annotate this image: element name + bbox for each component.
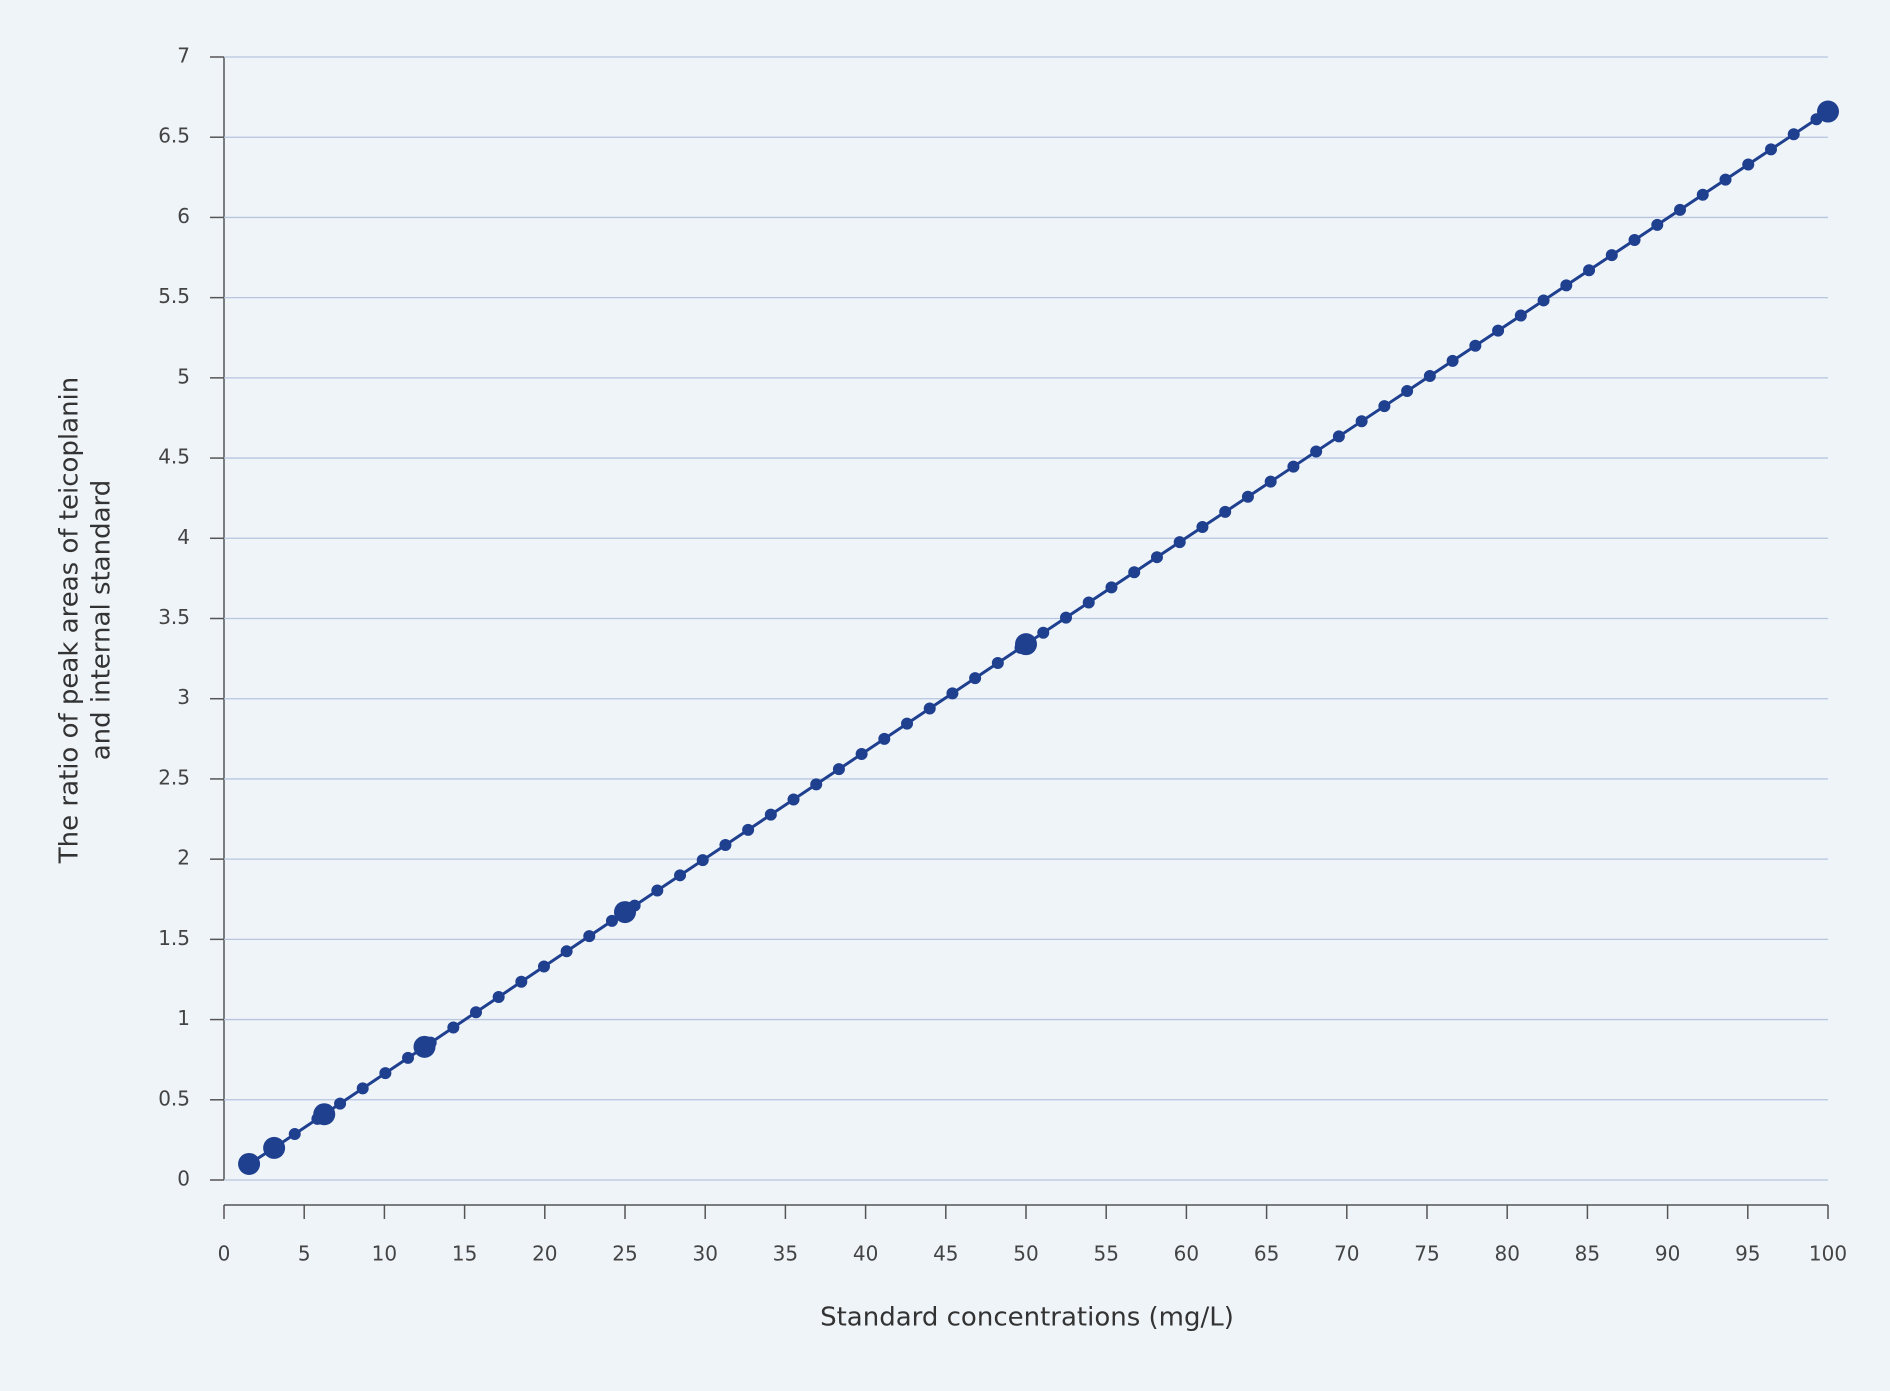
y-tick-label: 6 xyxy=(177,204,190,228)
x-tick-label: 50 xyxy=(1013,1242,1038,1266)
x-tick-label: 55 xyxy=(1093,1242,1118,1266)
x-tick-label: 15 xyxy=(452,1242,477,1266)
x-tick-label: 65 xyxy=(1254,1242,1279,1266)
y-tick-label: 0.5 xyxy=(158,1086,190,1110)
y-tick-label: 7 xyxy=(177,44,190,68)
x-tick-label: 90 xyxy=(1655,1242,1680,1266)
data-point xyxy=(614,901,636,924)
data-point xyxy=(413,1035,436,1058)
y-tick-label: 3.5 xyxy=(158,605,190,629)
x-tick-label: 25 xyxy=(612,1242,637,1266)
x-tick-label: 100 xyxy=(1809,1242,1847,1266)
y-tick-label: 4.5 xyxy=(158,445,190,469)
y-tick-label: 2.5 xyxy=(158,765,190,789)
x-tick-label: 30 xyxy=(692,1242,717,1266)
y-tick-label: 5.5 xyxy=(158,284,190,308)
x-tick-label: 60 xyxy=(1174,1242,1199,1266)
x-tick-label: 45 xyxy=(933,1242,958,1266)
y-tick-label: 1 xyxy=(177,1006,190,1030)
y-tick-label: 0 xyxy=(177,1167,190,1191)
y-tick-label: 4 xyxy=(177,525,190,549)
data-point xyxy=(238,1152,261,1175)
y-axis-title: The ratio of peak areas of teicoplanin a… xyxy=(55,377,117,864)
x-tick-label: 35 xyxy=(773,1242,798,1266)
data-point xyxy=(263,1136,286,1159)
y-tick-label: 5 xyxy=(177,364,190,388)
data-point xyxy=(1015,633,1037,656)
x-tick-label: 0 xyxy=(218,1242,231,1266)
data-point xyxy=(1817,100,1839,123)
y-axis-title-line: The ratio of peak areas of teicoplanin xyxy=(55,377,85,864)
x-tick-label: 40 xyxy=(853,1242,878,1266)
x-tick-label: 75 xyxy=(1414,1242,1439,1266)
x-axis-title: Standard concentrations (mg/L) xyxy=(820,1303,1234,1333)
x-tick-label: 70 xyxy=(1334,1242,1359,1266)
x-tick-label: 85 xyxy=(1575,1242,1600,1266)
x-tick-label: 20 xyxy=(532,1242,557,1266)
x-tick-label: 10 xyxy=(372,1242,397,1266)
data-point xyxy=(313,1103,336,1126)
y-axis-title-line: and internal standard xyxy=(87,480,117,761)
y-tick-label: 3 xyxy=(177,685,190,709)
y-tick-label: 2 xyxy=(177,846,190,870)
y-tick-label: 6.5 xyxy=(158,124,190,148)
y-tick-label: 1.5 xyxy=(158,926,190,950)
x-tick-label: 80 xyxy=(1494,1242,1519,1266)
x-tick-label: 5 xyxy=(298,1242,311,1266)
x-tick-label: 95 xyxy=(1735,1242,1760,1266)
